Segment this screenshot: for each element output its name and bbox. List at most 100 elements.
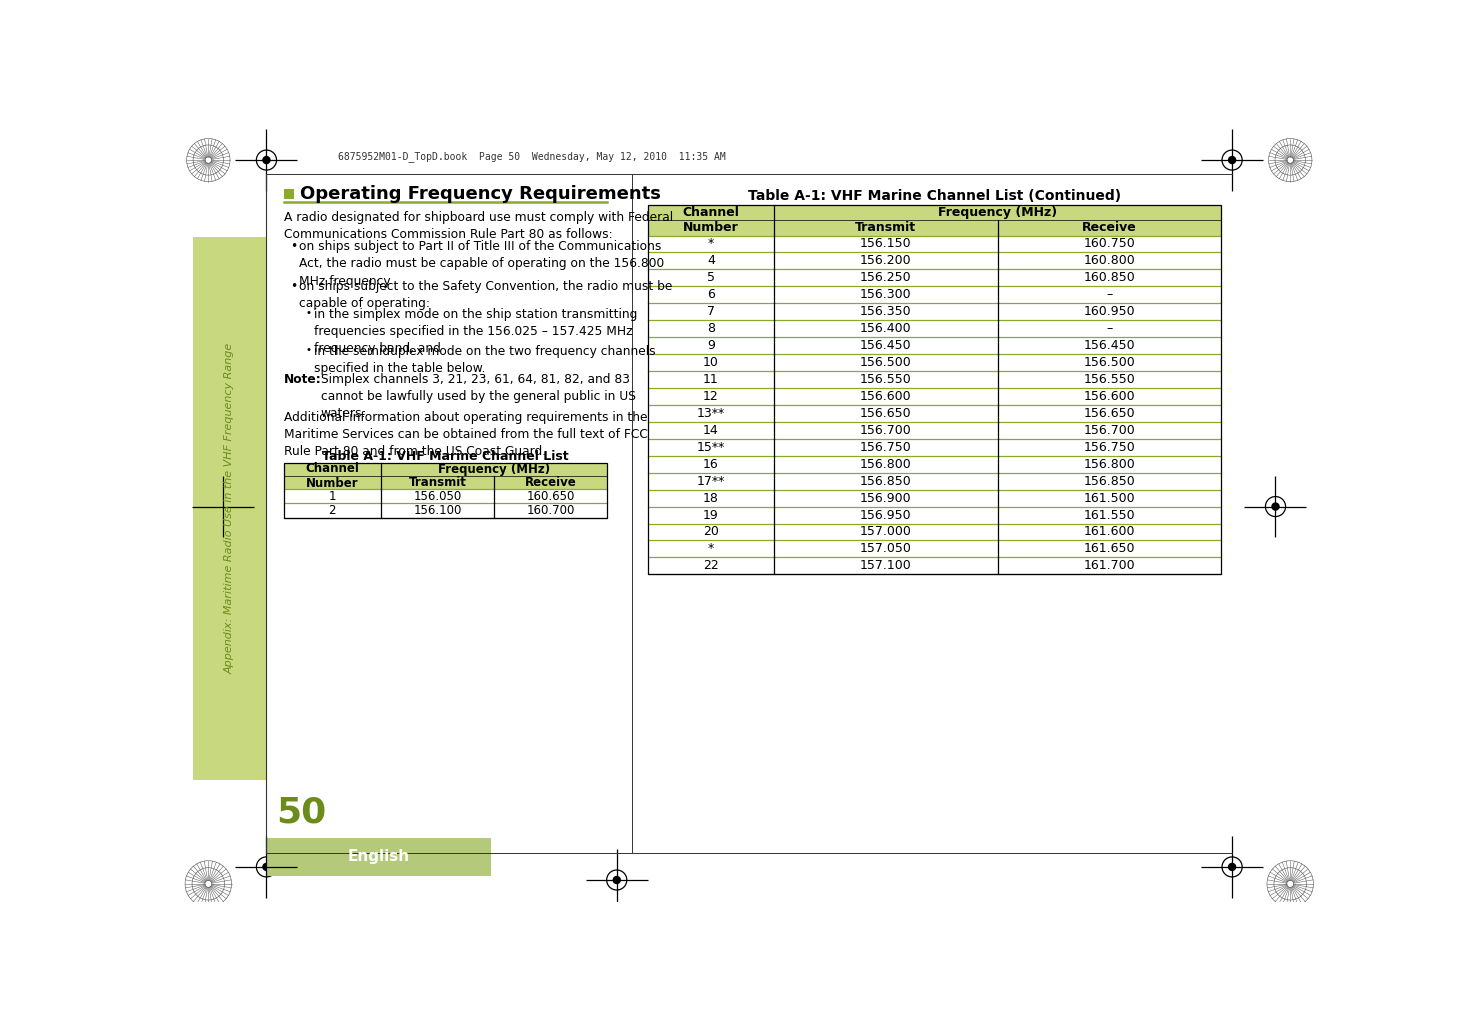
Circle shape <box>263 157 270 163</box>
Text: *: * <box>708 237 713 250</box>
Text: 156.700: 156.700 <box>1083 423 1136 437</box>
Text: 2: 2 <box>329 504 336 518</box>
Text: 157.050: 157.050 <box>860 542 912 555</box>
Text: 1: 1 <box>329 489 336 502</box>
Bar <box>284 189 294 200</box>
Text: 161.600: 161.600 <box>1083 526 1135 539</box>
Text: 6875952M01-D_TopD.book  Page 50  Wednesday, May 12, 2010  11:35 AM: 6875952M01-D_TopD.book Page 50 Wednesday… <box>338 151 725 162</box>
Circle shape <box>613 876 620 883</box>
Text: 10: 10 <box>703 357 719 369</box>
Text: 156.600: 156.600 <box>860 390 912 403</box>
Text: Receive: Receive <box>525 476 576 489</box>
Text: 20: 20 <box>703 526 719 539</box>
Text: 156.500: 156.500 <box>1083 357 1136 369</box>
Text: *: * <box>708 542 713 555</box>
Text: 7: 7 <box>706 305 715 318</box>
Text: 156.650: 156.650 <box>1083 407 1135 420</box>
Text: 156.250: 156.250 <box>860 271 912 285</box>
Text: •: • <box>306 308 311 318</box>
Text: 17**: 17** <box>697 475 725 487</box>
Text: Note:: Note: <box>284 373 322 386</box>
Text: 156.400: 156.400 <box>860 322 912 335</box>
Text: 12: 12 <box>703 390 719 403</box>
Text: 156.750: 156.750 <box>860 441 912 454</box>
Text: 156.600: 156.600 <box>1083 390 1135 403</box>
Text: Receive: Receive <box>1082 221 1137 234</box>
Circle shape <box>263 863 270 870</box>
Text: 156.850: 156.850 <box>1083 475 1136 487</box>
Text: 11: 11 <box>703 373 719 386</box>
Bar <box>284 463 607 518</box>
Text: Table A-1: VHF Marine Channel List: Table A-1: VHF Marine Channel List <box>322 450 569 463</box>
Text: 156.450: 156.450 <box>860 339 912 353</box>
Text: 156.450: 156.450 <box>1083 339 1135 353</box>
Text: Frequency (MHz): Frequency (MHz) <box>939 206 1057 219</box>
Text: on ships subject to the Safety Convention, the radio must be
capable of operatin: on ships subject to the Safety Conventio… <box>300 281 673 310</box>
Bar <box>193 237 266 780</box>
Text: –: – <box>1107 289 1113 301</box>
Text: on ships subject to Part II of Title III of the Communications
Act, the radio mu: on ships subject to Part II of Title III… <box>300 240 664 288</box>
Text: Transmit: Transmit <box>855 221 917 234</box>
Text: 156.550: 156.550 <box>1083 373 1136 386</box>
Text: 156.100: 156.100 <box>414 504 462 518</box>
Text: 160.700: 160.700 <box>526 504 575 518</box>
Text: •: • <box>306 344 311 355</box>
Text: Table A-1: VHF Marine Channel List (Continued): Table A-1: VHF Marine Channel List (Cont… <box>749 189 1121 204</box>
Text: Frequency (MHz): Frequency (MHz) <box>439 463 550 476</box>
Text: 156.800: 156.800 <box>1083 458 1136 471</box>
Text: Channel
Number: Channel Number <box>683 206 740 234</box>
Text: 161.700: 161.700 <box>1083 559 1135 572</box>
Text: 157.000: 157.000 <box>860 526 912 539</box>
Text: 160.750: 160.750 <box>1083 237 1136 250</box>
Text: 160.800: 160.800 <box>1083 254 1136 267</box>
Circle shape <box>219 503 227 511</box>
Text: 161.550: 161.550 <box>1083 509 1135 522</box>
Text: 13**: 13** <box>697 407 725 420</box>
Text: English: English <box>348 850 409 864</box>
Text: 22: 22 <box>703 559 719 572</box>
Circle shape <box>1272 503 1279 511</box>
Text: 160.950: 160.950 <box>1083 305 1135 318</box>
Text: 156.300: 156.300 <box>860 289 912 301</box>
Text: Appendix: Maritime Radio Use in the VHF Frequency Range: Appendix: Maritime Radio Use in the VHF … <box>225 342 234 674</box>
Bar <box>284 463 607 489</box>
Text: 18: 18 <box>703 491 719 504</box>
Text: 156.800: 156.800 <box>860 458 912 471</box>
Text: 8: 8 <box>706 322 715 335</box>
Text: 156.350: 156.350 <box>860 305 912 318</box>
Text: 4: 4 <box>708 254 715 267</box>
Text: 156.850: 156.850 <box>860 475 912 487</box>
Text: 156.550: 156.550 <box>860 373 912 386</box>
Text: 50: 50 <box>276 795 326 830</box>
Text: 156.200: 156.200 <box>860 254 912 267</box>
Text: 156.900: 156.900 <box>860 491 912 504</box>
Text: 15**: 15** <box>697 441 725 454</box>
Text: 156.950: 156.950 <box>860 509 912 522</box>
Text: –: – <box>1107 322 1113 335</box>
Text: 156.750: 156.750 <box>1083 441 1136 454</box>
Circle shape <box>1228 157 1235 163</box>
Text: Channel
Number: Channel Number <box>306 462 360 489</box>
Text: 6: 6 <box>708 289 715 301</box>
Text: 156.050: 156.050 <box>414 489 462 502</box>
Text: 19: 19 <box>703 509 719 522</box>
Text: 9: 9 <box>708 339 715 353</box>
Text: Simplex channels 3, 21, 23, 61, 64, 81, 82, and 83
cannot be lawfully used by th: Simplex channels 3, 21, 23, 61, 64, 81, … <box>320 373 636 420</box>
Text: 5: 5 <box>706 271 715 285</box>
Text: in the simplex mode on the ship station transmitting
frequencies specified in th: in the simplex mode on the ship station … <box>314 308 637 356</box>
Text: 156.650: 156.650 <box>860 407 912 420</box>
Text: 156.500: 156.500 <box>860 357 912 369</box>
Text: A radio designated for shipboard use must comply with Federal
Communications Com: A radio designated for shipboard use mus… <box>284 211 673 241</box>
Text: 14: 14 <box>703 423 719 437</box>
Text: •: • <box>289 240 297 253</box>
Bar <box>648 205 1221 574</box>
Text: •: • <box>289 281 297 293</box>
Text: 16: 16 <box>703 458 719 471</box>
Text: 161.650: 161.650 <box>1083 542 1135 555</box>
Text: in the semiduplex mode on the two frequency channels
specified in the table belo: in the semiduplex mode on the two freque… <box>314 344 656 375</box>
Bar <box>266 838 491 876</box>
Text: Transmit: Transmit <box>408 476 466 489</box>
Text: Operating Frequency Requirements: Operating Frequency Requirements <box>300 185 661 204</box>
Text: 161.500: 161.500 <box>1083 491 1135 504</box>
Text: 157.100: 157.100 <box>860 559 912 572</box>
